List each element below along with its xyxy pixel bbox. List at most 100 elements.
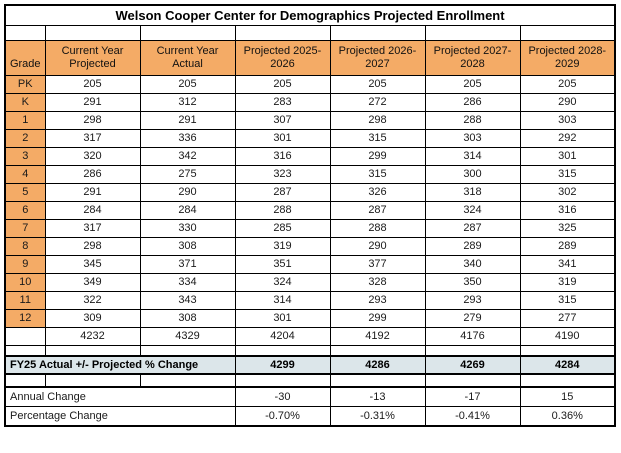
percentage-change-row: Percentage Change -0.70% -0.31% -0.41% 0.36… — [4, 405, 616, 427]
empty-cell — [234, 373, 331, 388]
enrollment-table: Welson Cooper Center for Demographics Pr… — [4, 4, 617, 427]
column-header-row: Grade Current Year Projected Current Year … — [4, 39, 616, 76]
grade-row-4: 4 286 275 323 315 300 315 — [4, 164, 616, 184]
enrollment-value: 318 — [424, 182, 521, 202]
fy25-value: 4284 — [519, 355, 616, 375]
enrollment-value: 308 — [139, 308, 236, 328]
enrollment-value: 317 — [44, 218, 141, 238]
grade-cell: K — [4, 92, 46, 112]
enrollment-value: 345 — [44, 254, 141, 274]
enrollment-value: 298 — [44, 110, 141, 130]
grade-cell: 7 — [4, 218, 46, 238]
empty-cell — [424, 24, 521, 41]
enrollment-value: 205 — [44, 74, 141, 94]
enrollment-value: 302 — [519, 182, 616, 202]
percentage-change-value: -0.41% — [424, 405, 521, 427]
grade-row-8: 8 298 308 319 290 289 289 — [4, 236, 616, 256]
enrollment-value: 312 — [139, 92, 236, 112]
spacer-row-top — [4, 24, 616, 41]
enrollment-value: 277 — [519, 308, 616, 328]
empty-cell — [4, 24, 46, 41]
empty-cell — [234, 344, 331, 357]
grade-cell: 6 — [4, 200, 46, 220]
grade-row-PK: PK 205 205 205 205 205 205 — [4, 74, 616, 94]
enrollment-value: 205 — [234, 74, 331, 94]
enrollment-value: 283 — [234, 92, 331, 112]
enrollment-value: 287 — [329, 200, 426, 220]
empty-cell — [139, 24, 236, 41]
enrollment-value: 301 — [519, 146, 616, 166]
enrollment-value: 285 — [234, 218, 331, 238]
percentage-change-value: 0.36% — [519, 405, 616, 427]
grade-row-9: 9 345 371 351 377 340 341 — [4, 254, 616, 274]
grade-cell: 8 — [4, 236, 46, 256]
empty-cell — [329, 344, 426, 357]
enrollment-value: 286 — [424, 92, 521, 112]
empty-cell — [44, 24, 141, 41]
enrollment-value: 342 — [139, 146, 236, 166]
enrollment-value: 323 — [234, 164, 331, 184]
enrollment-value: 341 — [519, 254, 616, 274]
spacer-row-low — [4, 373, 616, 388]
empty-cell — [424, 344, 521, 357]
enrollment-value: 286 — [44, 164, 141, 184]
total-value: 4204 — [234, 326, 331, 346]
enrollment-value: 377 — [329, 254, 426, 274]
column-header-5: Projected 2027-2028 — [424, 39, 521, 76]
enrollment-value: 205 — [329, 74, 426, 94]
enrollment-value: 289 — [519, 236, 616, 256]
column-header-4: Projected 2026-2027 — [329, 39, 426, 76]
enrollment-value: 290 — [519, 92, 616, 112]
percentage-change-value: -0.31% — [329, 405, 426, 427]
enrollment-value: 326 — [329, 182, 426, 202]
grade-cell: 10 — [4, 272, 46, 292]
grade-row-2: 2 317 336 301 315 303 292 — [4, 128, 616, 148]
enrollment-value: 314 — [424, 146, 521, 166]
enrollment-value: 298 — [44, 236, 141, 256]
fy25-label: FY25 Actual +/- Projected % Change — [4, 355, 236, 375]
column-header-3: Projected 2025-2026 — [234, 39, 331, 76]
empty-cell — [139, 344, 236, 357]
enrollment-value: 334 — [139, 272, 236, 292]
total-value: 4176 — [424, 326, 521, 346]
grade-cell: 12 — [4, 308, 46, 328]
enrollment-value: 308 — [139, 236, 236, 256]
enrollment-value: 314 — [234, 290, 331, 310]
enrollment-value: 291 — [44, 182, 141, 202]
grade-cell: 2 — [4, 128, 46, 148]
enrollment-value: 301 — [234, 128, 331, 148]
empty-cell — [4, 344, 46, 357]
enrollment-value: 288 — [329, 218, 426, 238]
enrollment-value: 324 — [424, 200, 521, 220]
annual-change-value: 15 — [519, 386, 616, 407]
total-value: 4232 — [44, 326, 141, 346]
grade-cell: 3 — [4, 146, 46, 166]
enrollment-value: 315 — [329, 164, 426, 184]
enrollment-value: 287 — [234, 182, 331, 202]
enrollment-value: 319 — [519, 272, 616, 292]
percentage-change-label: Percentage Change — [4, 405, 236, 427]
empty-cell — [519, 24, 616, 41]
annual-change-value: -13 — [329, 386, 426, 407]
grade-cell: 4 — [4, 164, 46, 184]
total-value: 4190 — [519, 326, 616, 346]
grade-cell: 9 — [4, 254, 46, 274]
grade-cell: 5 — [4, 182, 46, 202]
title-row: Welson Cooper Center for Demographics Pr… — [4, 4, 616, 26]
empty-grade-cell — [4, 326, 46, 346]
fy25-value: 4286 — [329, 355, 426, 375]
enrollment-value: 330 — [139, 218, 236, 238]
enrollment-value: 293 — [329, 290, 426, 310]
empty-cell — [234, 24, 331, 41]
empty-cell — [519, 373, 616, 388]
enrollment-value: 349 — [44, 272, 141, 292]
enrollment-value: 319 — [234, 236, 331, 256]
column-header-2: Current Year Actual — [139, 39, 236, 76]
grade-cell: PK — [4, 74, 46, 94]
grade-row-K: K 291 312 283 272 286 290 — [4, 92, 616, 112]
annual-change-value: -30 — [234, 386, 331, 407]
enrollment-value: 317 — [44, 128, 141, 148]
grade-row-11: 11 322 343 314 293 293 315 — [4, 290, 616, 310]
enrollment-value: 351 — [234, 254, 331, 274]
enrollment-value: 322 — [44, 290, 141, 310]
